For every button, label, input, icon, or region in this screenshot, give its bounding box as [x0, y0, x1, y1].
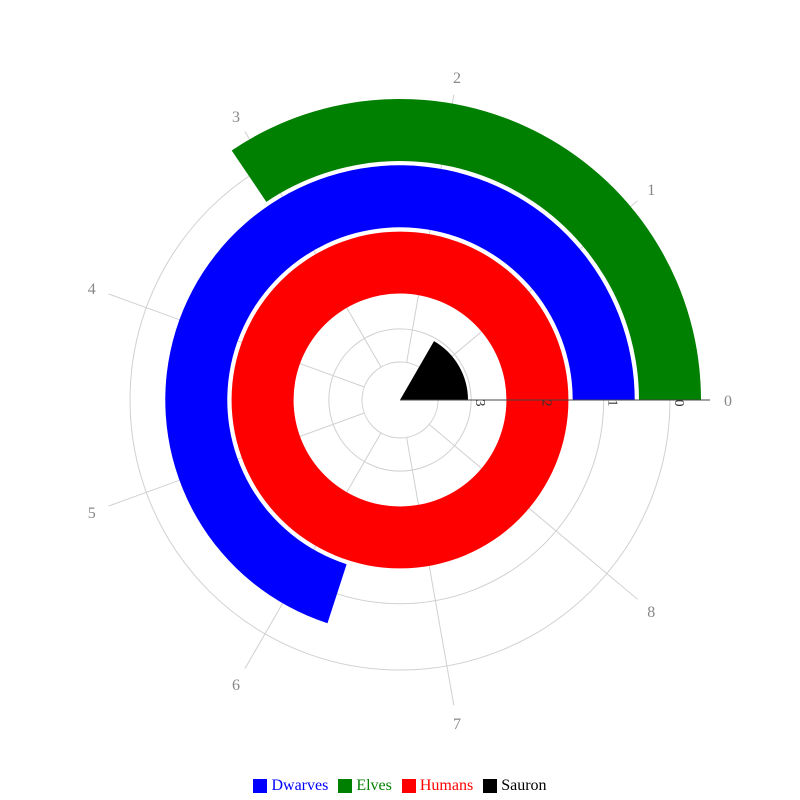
angular-tick-label: 7 — [453, 716, 461, 733]
angular-tick-label: 1 — [647, 182, 655, 199]
legend-label: Humans — [419, 777, 474, 794]
grid-spoke — [428, 424, 638, 600]
radial-tick-label: 1 — [605, 400, 620, 407]
bar-sauron[interactable] — [400, 341, 468, 400]
legend-item-humans[interactable]: Humans — [401, 777, 474, 795]
legend-label: Dwarves — [271, 777, 329, 794]
chart-bars — [165, 99, 702, 624]
legend-swatch — [253, 779, 268, 793]
legend-label: Elves — [356, 777, 392, 794]
radial-tick-label: 2 — [538, 400, 553, 407]
angular-tick-label: 5 — [88, 505, 96, 522]
legend-swatch — [401, 779, 416, 793]
bar-elves[interactable] — [231, 99, 702, 400]
legend-label: Sauron — [501, 777, 547, 794]
angular-tick-label: 0 — [724, 393, 732, 410]
angular-tick-label: 2 — [453, 70, 461, 87]
legend-item-elves[interactable]: Elves — [338, 777, 392, 795]
legend-item-dwarves[interactable]: Dwarves — [253, 777, 328, 795]
bar-humans[interactable] — [231, 231, 569, 569]
grid-spoke — [406, 437, 455, 706]
legend-item-sauron[interactable]: Sauron — [483, 777, 547, 795]
angular-tick-label: 6 — [232, 677, 240, 694]
angular-tick-label: 4 — [88, 281, 96, 298]
legend-swatch — [483, 779, 498, 793]
radial-tick-label: 0 — [671, 400, 686, 407]
angular-tick-label: 8 — [647, 604, 655, 621]
chart-legend: Dwarves Elves Humans Sauron — [0, 776, 800, 796]
chart-axes: 0 1 2 3 4 5 6 7 8 0 1 2 3 — [88, 70, 732, 733]
angular-tick-label: 3 — [232, 109, 240, 126]
legend-swatch — [338, 779, 353, 793]
radial-tick-label: 3 — [472, 400, 487, 407]
